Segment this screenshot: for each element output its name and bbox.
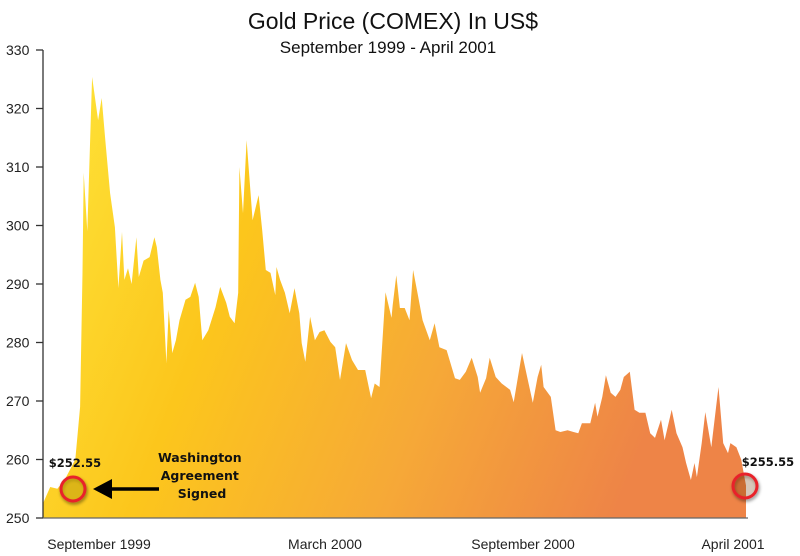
start-price-marker [59,475,87,503]
chart-subtitle: September 1999 - April 2001 [280,38,496,57]
annotation-line: Signed [178,486,227,501]
chart-title: Gold Price (COMEX) In US$ [248,8,538,34]
washington-agreement-label: Washington Agreement Signed [158,450,246,501]
x-tick-label: September 1999 [47,536,151,552]
y-tick-label: 330 [6,42,30,58]
y-tick-label: 270 [6,393,30,409]
y-tick-label: 280 [6,335,30,351]
y-tick-label: 290 [6,276,30,292]
y-tick-label: 260 [6,452,30,468]
y-tick-label: 250 [6,510,30,526]
y-tick-label: 320 [6,101,30,117]
price-area [43,76,746,519]
y-tick-label: 310 [6,159,30,175]
start-price-label: $252.55 [49,456,101,470]
annotation-line: Washington [158,450,242,465]
x-tick-label: April 2001 [701,536,764,552]
x-tick-label: September 2000 [471,536,575,552]
arrow-left-icon [93,479,159,499]
y-axis-ticks: 250 260 270 280 290 300 310 320 330 [6,42,43,526]
y-tick-label: 300 [6,218,30,234]
end-price-marker [731,472,759,500]
x-tick-label: March 2000 [288,536,362,552]
end-price-label: $255.55 [742,455,794,469]
annotation-line: Agreement [161,468,239,483]
